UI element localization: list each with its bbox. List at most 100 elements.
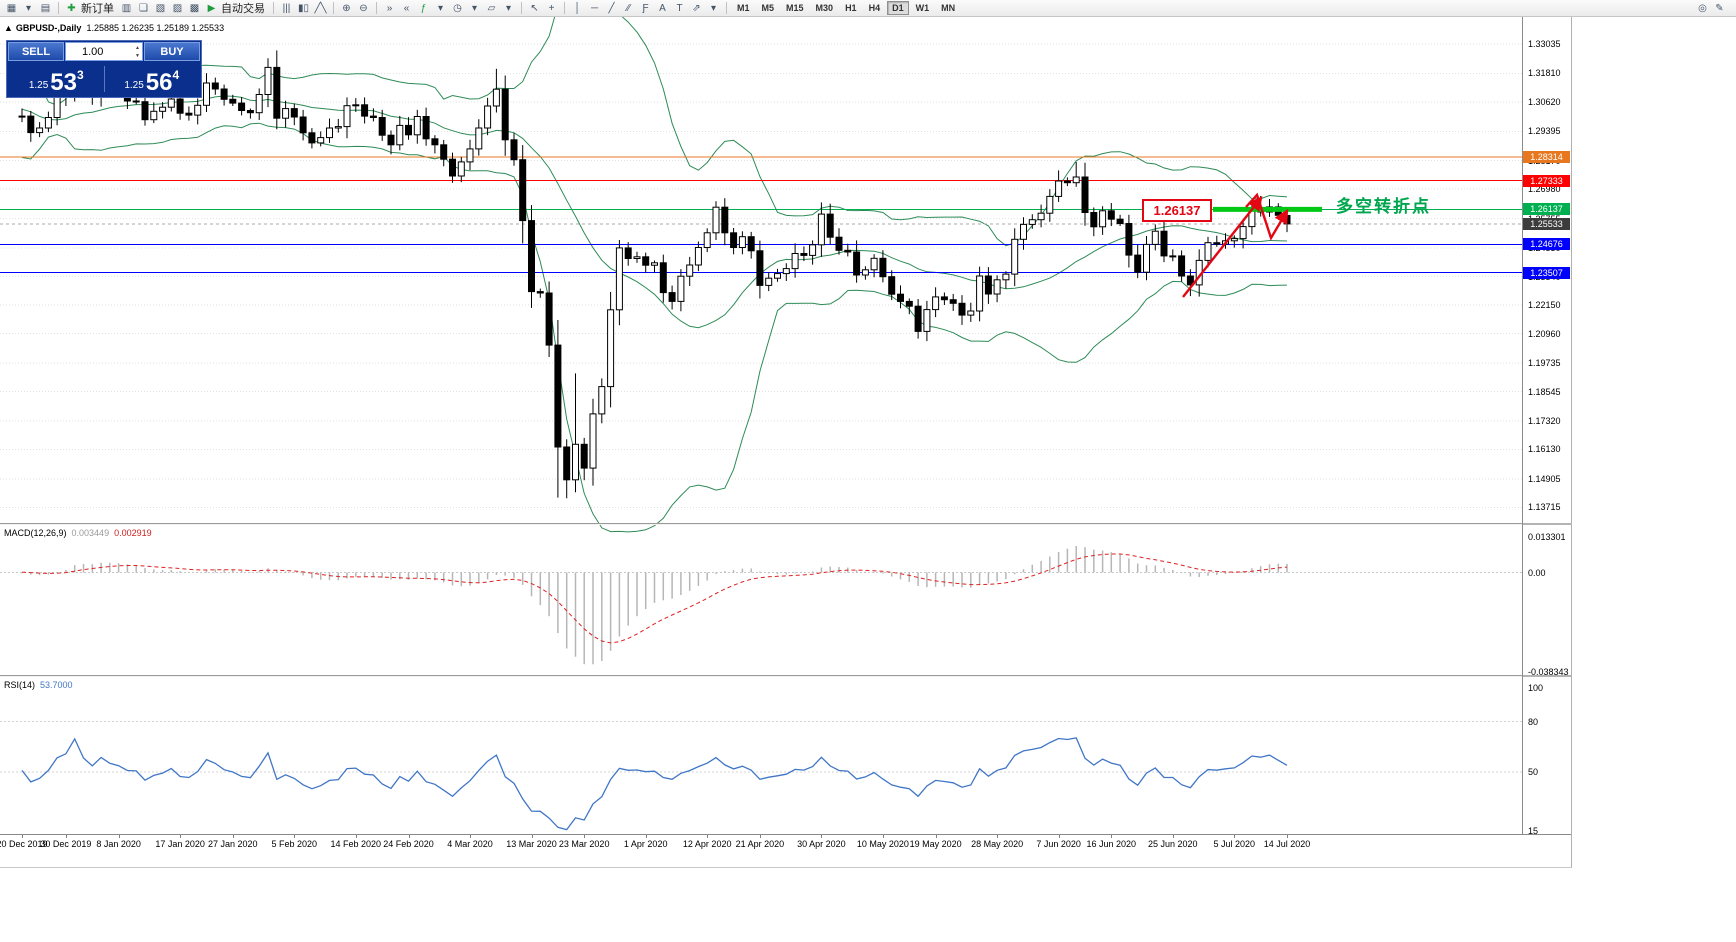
- time-axis-tick: [470, 835, 471, 838]
- ask-price-prefix: 1.25: [124, 80, 144, 91]
- macd-pane-title: MACD(12,26,9) 0.003449 0.002919: [4, 528, 152, 538]
- price-callout-label[interactable]: 1.26137: [1142, 199, 1212, 222]
- auto-scroll-icon[interactable]: »: [386, 2, 393, 14]
- zoom-out-icon[interactable]: ⊖: [359, 2, 368, 14]
- indicators-icon[interactable]: ƒ: [420, 2, 427, 14]
- time-axis-label: 17 Jan 2020: [155, 839, 205, 849]
- time-axis-tick: [1287, 835, 1288, 838]
- timeframe-m5[interactable]: M5: [761, 3, 775, 13]
- price-level-tag: 1.27333: [1523, 174, 1570, 187]
- macd-axis-label: 0.013301: [1528, 532, 1566, 542]
- edit-icon[interactable]: ✎: [1715, 2, 1724, 14]
- chart-canvas[interactable]: [0, 17, 1522, 834]
- timeframe-d1[interactable]: D1: [887, 1, 909, 15]
- terminal-icon[interactable]: ▨: [172, 2, 183, 14]
- toolbar-separator: [376, 2, 377, 14]
- macd-signal-value: 0.002919: [114, 528, 152, 538]
- data-window-icon[interactable]: ❏: [139, 2, 148, 14]
- volume-down-icon[interactable]: ▼: [135, 53, 140, 59]
- fibonacci-icon[interactable]: Ƒ: [642, 2, 649, 14]
- pane-collapse-icon[interactable]: ▲: [4, 23, 13, 33]
- time-axis[interactable]: 20 Dec 2019 30 Dec 2019 8 Jan 2020 17 Jan 2…: [0, 834, 1571, 867]
- new-order-icon[interactable]: ✚: [67, 2, 76, 14]
- autotrading-icon[interactable]: ▶: [207, 2, 216, 14]
- time-axis-label: 30 Apr 2020: [797, 839, 846, 849]
- price-axis-label: 1.31810: [1528, 68, 1561, 79]
- market-watch-icon[interactable]: ▥: [121, 2, 132, 14]
- price-level-tag: 1.28314: [1523, 151, 1570, 164]
- time-axis-label: 8 Jan 2020: [96, 839, 141, 849]
- time-axis-tick: [180, 835, 182, 838]
- pane-separator[interactable]: [1523, 675, 1572, 677]
- price-axis[interactable]: 1.330351.318101.306201.293951.281701.269…: [1522, 17, 1572, 836]
- time-axis-tick: [1234, 835, 1236, 838]
- search-icon[interactable]: ◎: [1698, 2, 1707, 14]
- timeframe-mn[interactable]: MN: [941, 3, 956, 13]
- volume-input[interactable]: 1.00 ▲ ▼: [65, 42, 143, 61]
- time-axis-tick: [1172, 835, 1174, 838]
- price-axis-label: 1.22150: [1528, 300, 1561, 310]
- volume-spinner[interactable]: ▲ ▼: [135, 44, 140, 60]
- bid-price-prefix: 1.25: [28, 80, 49, 91]
- candlestick-chart-icon[interactable]: ▮▯: [297, 2, 309, 14]
- periods-caret[interactable]: ▾: [471, 2, 478, 14]
- ask-price[interactable]: 1.25 56 4: [105, 68, 200, 96]
- pane-separator[interactable]: [1523, 523, 1572, 525]
- zoom-in-icon[interactable]: ⊕: [342, 2, 351, 14]
- toolbar: ▦ ▾ ▤ ✚ 新订单 ▥ ❏ ▧ ▨ ▩ ▶ 自动交易 ||| ▮▯ ╱╲ ⊕ ⊖ » « ƒ ▾ ◷ ▾ ▱ ▾ ↖ + │ ─ ╱ ∕…: [0, 0, 1736, 17]
- channel-icon[interactable]: ∕∕: [626, 2, 631, 14]
- strategy-tester-icon[interactable]: ▩: [189, 2, 200, 14]
- cursor-icon[interactable]: ↖: [530, 2, 539, 14]
- turning-point-note[interactable]: 多空转折点: [1336, 197, 1431, 216]
- bar-chart-icon[interactable]: |||: [282, 2, 291, 14]
- timeframe-w1[interactable]: W1: [915, 3, 930, 13]
- time-axis-label: 4 Mar 2020: [447, 839, 493, 849]
- price-axis-label: 1.18545: [1528, 386, 1561, 397]
- arrows-caret[interactable]: ▾: [710, 2, 717, 14]
- time-axis-label: 5 Jul 2020: [1213, 839, 1256, 849]
- time-axis-label: 7 Jun 2020: [1036, 839, 1081, 849]
- crosshair-icon[interactable]: +: [548, 2, 555, 14]
- volume-up-icon[interactable]: ▲: [135, 45, 140, 51]
- timeframe-h1[interactable]: H1: [845, 3, 857, 13]
- toolbar-separator: [726, 2, 727, 14]
- bid-price[interactable]: 1.25 53 3: [9, 68, 104, 96]
- sell-button[interactable]: SELL: [8, 42, 64, 61]
- price-axis-label: 1.16130: [1528, 444, 1561, 455]
- timeframe-m15[interactable]: M15: [786, 3, 804, 13]
- new-chart-caret[interactable]: ▾: [25, 2, 32, 14]
- arrows-icon[interactable]: ⇗: [692, 2, 701, 14]
- price-axis-label: 1.17320: [1528, 415, 1561, 426]
- time-axis-label: 24 Feb 2020: [383, 839, 434, 849]
- timeframe-m1[interactable]: M1: [737, 3, 750, 13]
- templates-icon[interactable]: ▱: [487, 2, 496, 14]
- rsi-axis-label: 15: [1528, 825, 1539, 836]
- vertical-line-icon[interactable]: │: [574, 2, 581, 14]
- buy-button[interactable]: BUY: [144, 42, 200, 61]
- new-order-button[interactable]: 新订单: [81, 3, 114, 15]
- price-axis-label: 1.19735: [1528, 357, 1561, 368]
- price-axis-label: 1.30620: [1528, 96, 1561, 107]
- text-icon[interactable]: A: [659, 2, 666, 14]
- trendline-icon[interactable]: ╱: [608, 2, 615, 14]
- rsi-pane-title: RSI(14) 53.7000: [4, 680, 73, 690]
- navigator-icon[interactable]: ▧: [155, 2, 166, 14]
- line-chart-icon[interactable]: ╱╲: [314, 2, 327, 14]
- timeframe-h4[interactable]: H4: [868, 3, 881, 13]
- chart-shift-icon[interactable]: «: [403, 2, 410, 14]
- text-label-icon[interactable]: T: [676, 2, 683, 14]
- time-axis-label: 5 Feb 2020: [271, 839, 318, 849]
- periods-icon[interactable]: ◷: [453, 2, 462, 14]
- indicators-caret[interactable]: ▾: [437, 2, 444, 14]
- profiles-icon[interactable]: ▤: [40, 2, 51, 14]
- rsi-axis-label: 80: [1528, 716, 1539, 727]
- horizontal-line-icon[interactable]: ─: [590, 2, 599, 14]
- time-axis-tick: [232, 835, 234, 838]
- timeframe-m30[interactable]: M30: [815, 3, 834, 13]
- toolbar-separator: [521, 2, 522, 14]
- new-chart-icon[interactable]: ▦: [6, 2, 17, 14]
- autotrading-button[interactable]: 自动交易: [221, 3, 265, 15]
- templates-caret[interactable]: ▾: [505, 2, 512, 14]
- time-axis-label: 14 Feb 2020: [330, 839, 382, 849]
- time-axis-tick: [821, 835, 823, 838]
